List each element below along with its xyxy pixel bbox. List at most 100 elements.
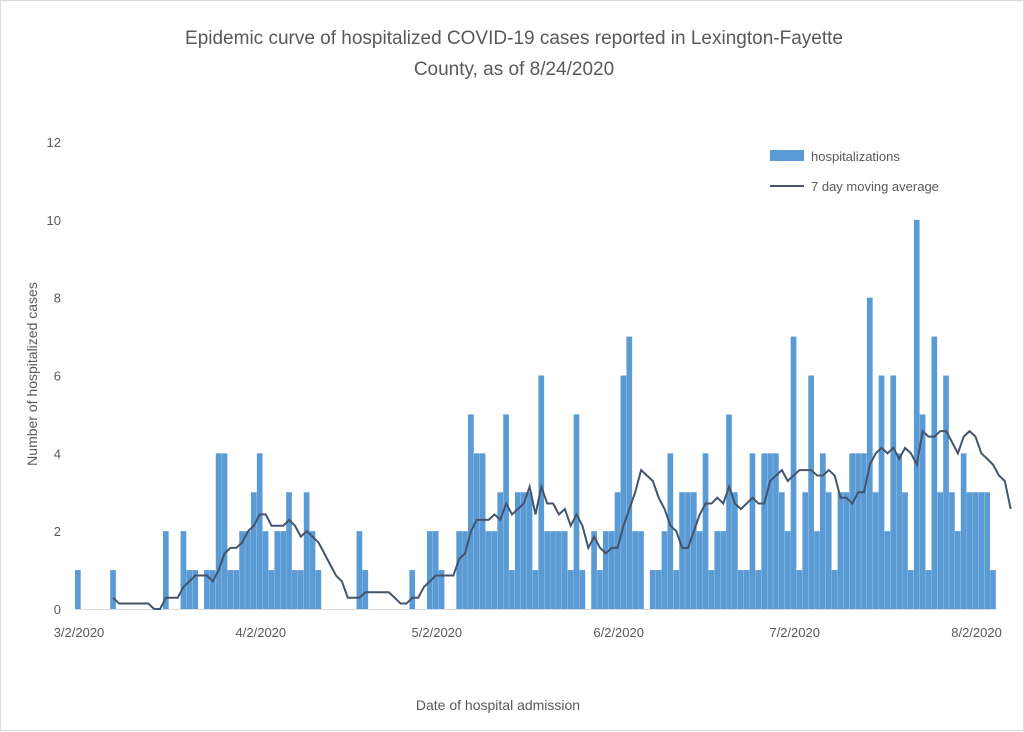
bar (620, 375, 627, 609)
y-tick-label: 6 (54, 369, 61, 384)
bar (632, 531, 638, 609)
legend-swatch-hospitalizations (770, 150, 804, 161)
legend-label-moving-average: 7 day moving average (811, 179, 939, 194)
bar (667, 453, 674, 609)
bar (761, 453, 768, 609)
bar (303, 492, 310, 609)
bar (550, 531, 556, 609)
bar (221, 453, 228, 609)
bar (814, 531, 820, 609)
moving-average-line (112, 429, 1012, 610)
bar (673, 570, 680, 609)
bar (943, 375, 949, 609)
bar (808, 375, 814, 609)
bar (638, 531, 644, 609)
bar (966, 492, 973, 609)
bar (573, 414, 580, 609)
bar (315, 570, 322, 609)
bar (884, 531, 891, 609)
bar (984, 492, 990, 609)
bar (297, 570, 304, 609)
bar (802, 492, 809, 609)
bar-series-hospitalizations (75, 219, 996, 609)
bar (567, 570, 574, 609)
bar (784, 531, 791, 609)
bar (215, 453, 222, 609)
bar (491, 531, 498, 609)
bar (679, 492, 685, 609)
bar (685, 492, 691, 609)
bar (245, 531, 251, 609)
bar (878, 375, 885, 609)
bar (309, 531, 316, 609)
bar (896, 453, 902, 609)
bar (162, 531, 169, 609)
bar (432, 531, 439, 609)
bar (837, 492, 844, 609)
legend-label-hospitalizations: hospitalizations (811, 149, 900, 164)
bar (209, 570, 216, 609)
bar (937, 492, 944, 609)
bar (204, 570, 210, 609)
bar (110, 570, 116, 609)
bar (866, 297, 873, 609)
bar (239, 531, 245, 609)
y-axis-ticks: 0 2 4 6 8 10 12 (47, 135, 61, 617)
bar (767, 453, 773, 609)
x-axis-label: Date of hospital admission (416, 697, 580, 713)
bar (732, 492, 738, 609)
bar (990, 570, 996, 609)
x-tick-label: 8/2/2020 (951, 625, 1002, 640)
y-axis-label: Number of hospitalized cases (24, 282, 40, 466)
y-tick-label: 4 (54, 446, 61, 461)
bar (503, 414, 509, 609)
bar (978, 492, 985, 609)
bar (919, 414, 926, 609)
bar (292, 570, 298, 609)
bar (778, 492, 785, 609)
y-tick-label: 12 (47, 135, 61, 150)
bar (227, 570, 234, 609)
bar (661, 531, 668, 609)
bar (855, 453, 861, 609)
bar (409, 570, 416, 609)
bar (268, 570, 275, 609)
bar (696, 531, 703, 609)
bar (180, 531, 187, 609)
bar (702, 453, 709, 609)
bar (75, 570, 81, 609)
bar (556, 531, 562, 609)
bar (843, 492, 850, 609)
bar (972, 492, 979, 609)
bar (949, 492, 955, 609)
bar (902, 492, 908, 609)
bar (720, 531, 726, 609)
y-tick-label: 2 (54, 524, 61, 539)
bar (626, 336, 633, 609)
x-axis-ticks: 3/2/2020 4/2/2020 5/2/2020 6/2/2020 7/2/2020… (54, 625, 1002, 640)
bar (890, 375, 897, 609)
bar (790, 336, 797, 609)
bar (597, 570, 603, 609)
chart-title-line1: Epidemic curve of hospitalized COVID-19 … (185, 28, 843, 49)
bar (773, 453, 779, 609)
bar (473, 453, 480, 609)
bar (931, 336, 938, 609)
bar (462, 531, 468, 609)
bar (708, 570, 715, 609)
bar (362, 570, 369, 609)
bar (655, 570, 662, 609)
bar (497, 492, 504, 609)
bar (872, 492, 879, 609)
bar (532, 570, 539, 609)
bar (192, 570, 199, 609)
bar (954, 531, 961, 609)
bar (960, 453, 967, 609)
bar (849, 453, 856, 609)
bar (726, 414, 732, 609)
bar (262, 531, 269, 609)
bar (825, 492, 832, 609)
bar (426, 531, 433, 609)
x-tick-label: 6/2/2020 (593, 625, 644, 640)
y-tick-label: 8 (54, 291, 61, 306)
